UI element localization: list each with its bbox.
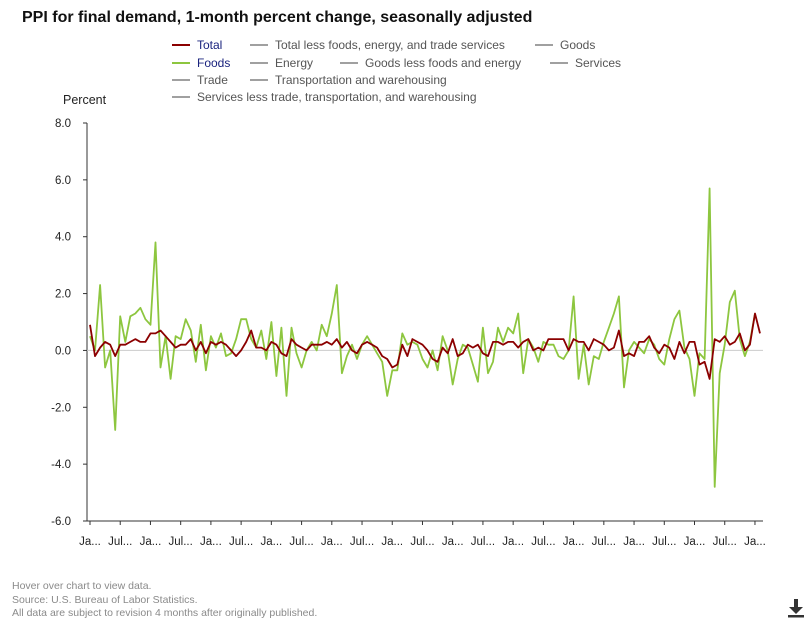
legend-label: Services bbox=[575, 56, 621, 70]
legend-item[interactable]: Total bbox=[172, 38, 222, 52]
legend-item[interactable]: Services less trade, transportation, and… bbox=[172, 90, 477, 104]
x-tick-label: Ja... bbox=[684, 536, 706, 548]
y-tick-label: 8.0 bbox=[55, 118, 71, 130]
series-line-foods[interactable] bbox=[89, 187, 756, 488]
x-tick-label: Jul... bbox=[108, 536, 132, 548]
x-tick-label: Ja... bbox=[744, 536, 766, 548]
x-tick-label: Jul... bbox=[531, 536, 555, 548]
revision-note: All data are subject to revision 4 month… bbox=[12, 607, 318, 619]
x-tick-label: Jul... bbox=[592, 536, 616, 548]
legend-label: Total less foods, energy, and trade serv… bbox=[275, 38, 505, 52]
legend-item[interactable]: Trade bbox=[172, 73, 228, 87]
x-tick-label: Ja... bbox=[140, 536, 162, 548]
y-tick-label: 4.0 bbox=[55, 232, 71, 244]
x-tick-label: Ja... bbox=[502, 536, 524, 548]
x-tick-label: Ja... bbox=[79, 536, 101, 548]
legend-item[interactable]: Foods bbox=[172, 56, 230, 70]
source-note: Source: U.S. Bureau of Labor Statistics. bbox=[12, 593, 198, 606]
legend-item[interactable]: Transportation and warehousing bbox=[250, 73, 447, 87]
y-tick-label: -2.0 bbox=[51, 402, 71, 414]
y-tick-label: 2.0 bbox=[55, 289, 71, 301]
legend-item[interactable]: Total less foods, energy, and trade serv… bbox=[250, 38, 505, 52]
x-tick-label: Jul... bbox=[471, 536, 495, 548]
x-tick-label: Jul... bbox=[410, 536, 434, 548]
legend-label: Energy bbox=[275, 56, 313, 70]
y-tick-label: 0.0 bbox=[55, 345, 71, 357]
footer: Hover over chart to view data. Source: U… bbox=[12, 580, 317, 621]
y-tick-label: -6.0 bbox=[51, 516, 71, 528]
legend-item[interactable]: Energy bbox=[250, 56, 313, 70]
x-tick-label: Ja... bbox=[442, 536, 464, 548]
legend-label: Transportation and warehousing bbox=[275, 73, 447, 87]
x-tick-label: Jul... bbox=[713, 536, 737, 548]
y-tick-label: -4.0 bbox=[51, 459, 71, 471]
legend: Total Total less foods, energy, and trade… bbox=[172, 38, 621, 104]
series-line-total[interactable] bbox=[89, 312, 761, 380]
legend-item[interactable]: Services bbox=[550, 56, 621, 70]
download-icon[interactable] bbox=[785, 597, 807, 619]
legend-label: Goods bbox=[560, 38, 595, 52]
legend-label: Trade bbox=[197, 73, 228, 87]
x-tick-label: Jul... bbox=[169, 536, 193, 548]
x-tick-label: Jul... bbox=[350, 536, 374, 548]
x-tick-label: Ja... bbox=[563, 536, 585, 548]
legend-label: Total bbox=[197, 38, 222, 52]
x-tick-label: Ja... bbox=[381, 536, 403, 548]
legend-label: Foods bbox=[197, 56, 230, 70]
x-tick-label: Ja... bbox=[321, 536, 343, 548]
legend-item[interactable]: Goods less foods and energy bbox=[340, 56, 521, 70]
y-tick-label: 6.0 bbox=[55, 175, 71, 187]
y-axis-title: Percent bbox=[63, 93, 107, 107]
x-tick-label: Jul... bbox=[229, 536, 253, 548]
x-tick-label: Ja... bbox=[260, 536, 282, 548]
x-tick-label: Jul... bbox=[289, 536, 313, 548]
plot-area[interactable] bbox=[87, 187, 763, 488]
legend-item[interactable]: Goods bbox=[535, 38, 595, 52]
axes: Percent 8.0 6.0 4.0 2.0 0.0 -2.0 -4.0 -6.0 Ja...… bbox=[51, 93, 766, 548]
x-tick-label: Ja... bbox=[623, 536, 645, 548]
hover-hint: Hover over chart to view data. bbox=[12, 580, 152, 592]
legend-label: Goods less foods and energy bbox=[365, 56, 521, 70]
x-tick-label: Jul... bbox=[652, 536, 676, 548]
chart-title: PPI for final demand, 1-month percent ch… bbox=[22, 9, 533, 26]
legend-label: Services less trade, transportation, and… bbox=[197, 90, 477, 104]
x-tick-label: Ja... bbox=[200, 536, 222, 548]
